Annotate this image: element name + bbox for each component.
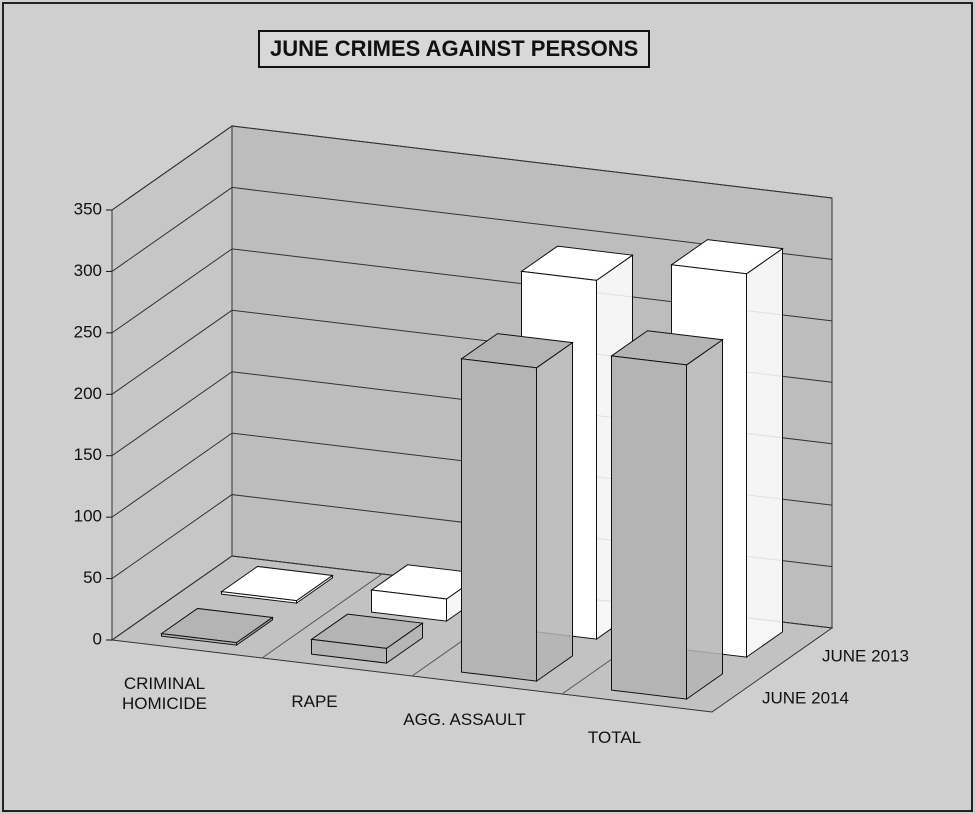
y-tick-label: 100 <box>74 507 102 526</box>
x-tick-label: AGG. ASSAULT <box>403 710 526 730</box>
bar <box>460 333 574 683</box>
y-tick-label: 0 <box>93 629 102 648</box>
bar-side <box>536 341 573 683</box>
x-tick-label: TOTAL <box>587 728 642 748</box>
bar <box>160 607 274 647</box>
y-tick-label: 50 <box>83 568 102 587</box>
y-tick-label: 350 <box>74 199 102 218</box>
category-divider <box>261 573 383 659</box>
legend-label: JUNE 2014 <box>762 688 849 707</box>
y-tick-label: 200 <box>74 384 102 403</box>
bar-side <box>686 338 723 701</box>
side-wall <box>111 125 233 641</box>
y-tick-label: 250 <box>74 322 102 341</box>
x-tick-label: RAPE <box>291 692 338 712</box>
y-tick-label: 150 <box>74 445 102 464</box>
bar-front <box>371 589 447 622</box>
x-tick-label: CRIMINAL HOMICIDE <box>122 674 207 714</box>
bar <box>610 330 724 701</box>
legend-label: JUNE 2013 <box>822 646 909 665</box>
grid-line <box>111 125 833 211</box>
bar-side <box>746 247 783 659</box>
bar-front <box>461 358 537 682</box>
chart-title: JUNE CRIMES AGAINST PERSONS <box>258 30 651 68</box>
bar <box>310 613 424 665</box>
y-tick-label: 300 <box>74 261 102 280</box>
bar-front <box>161 633 237 646</box>
bar-front <box>311 638 387 664</box>
bar-front <box>611 355 687 700</box>
grid-line <box>111 186 833 272</box>
bar-front <box>221 591 297 604</box>
bar <box>220 565 334 605</box>
